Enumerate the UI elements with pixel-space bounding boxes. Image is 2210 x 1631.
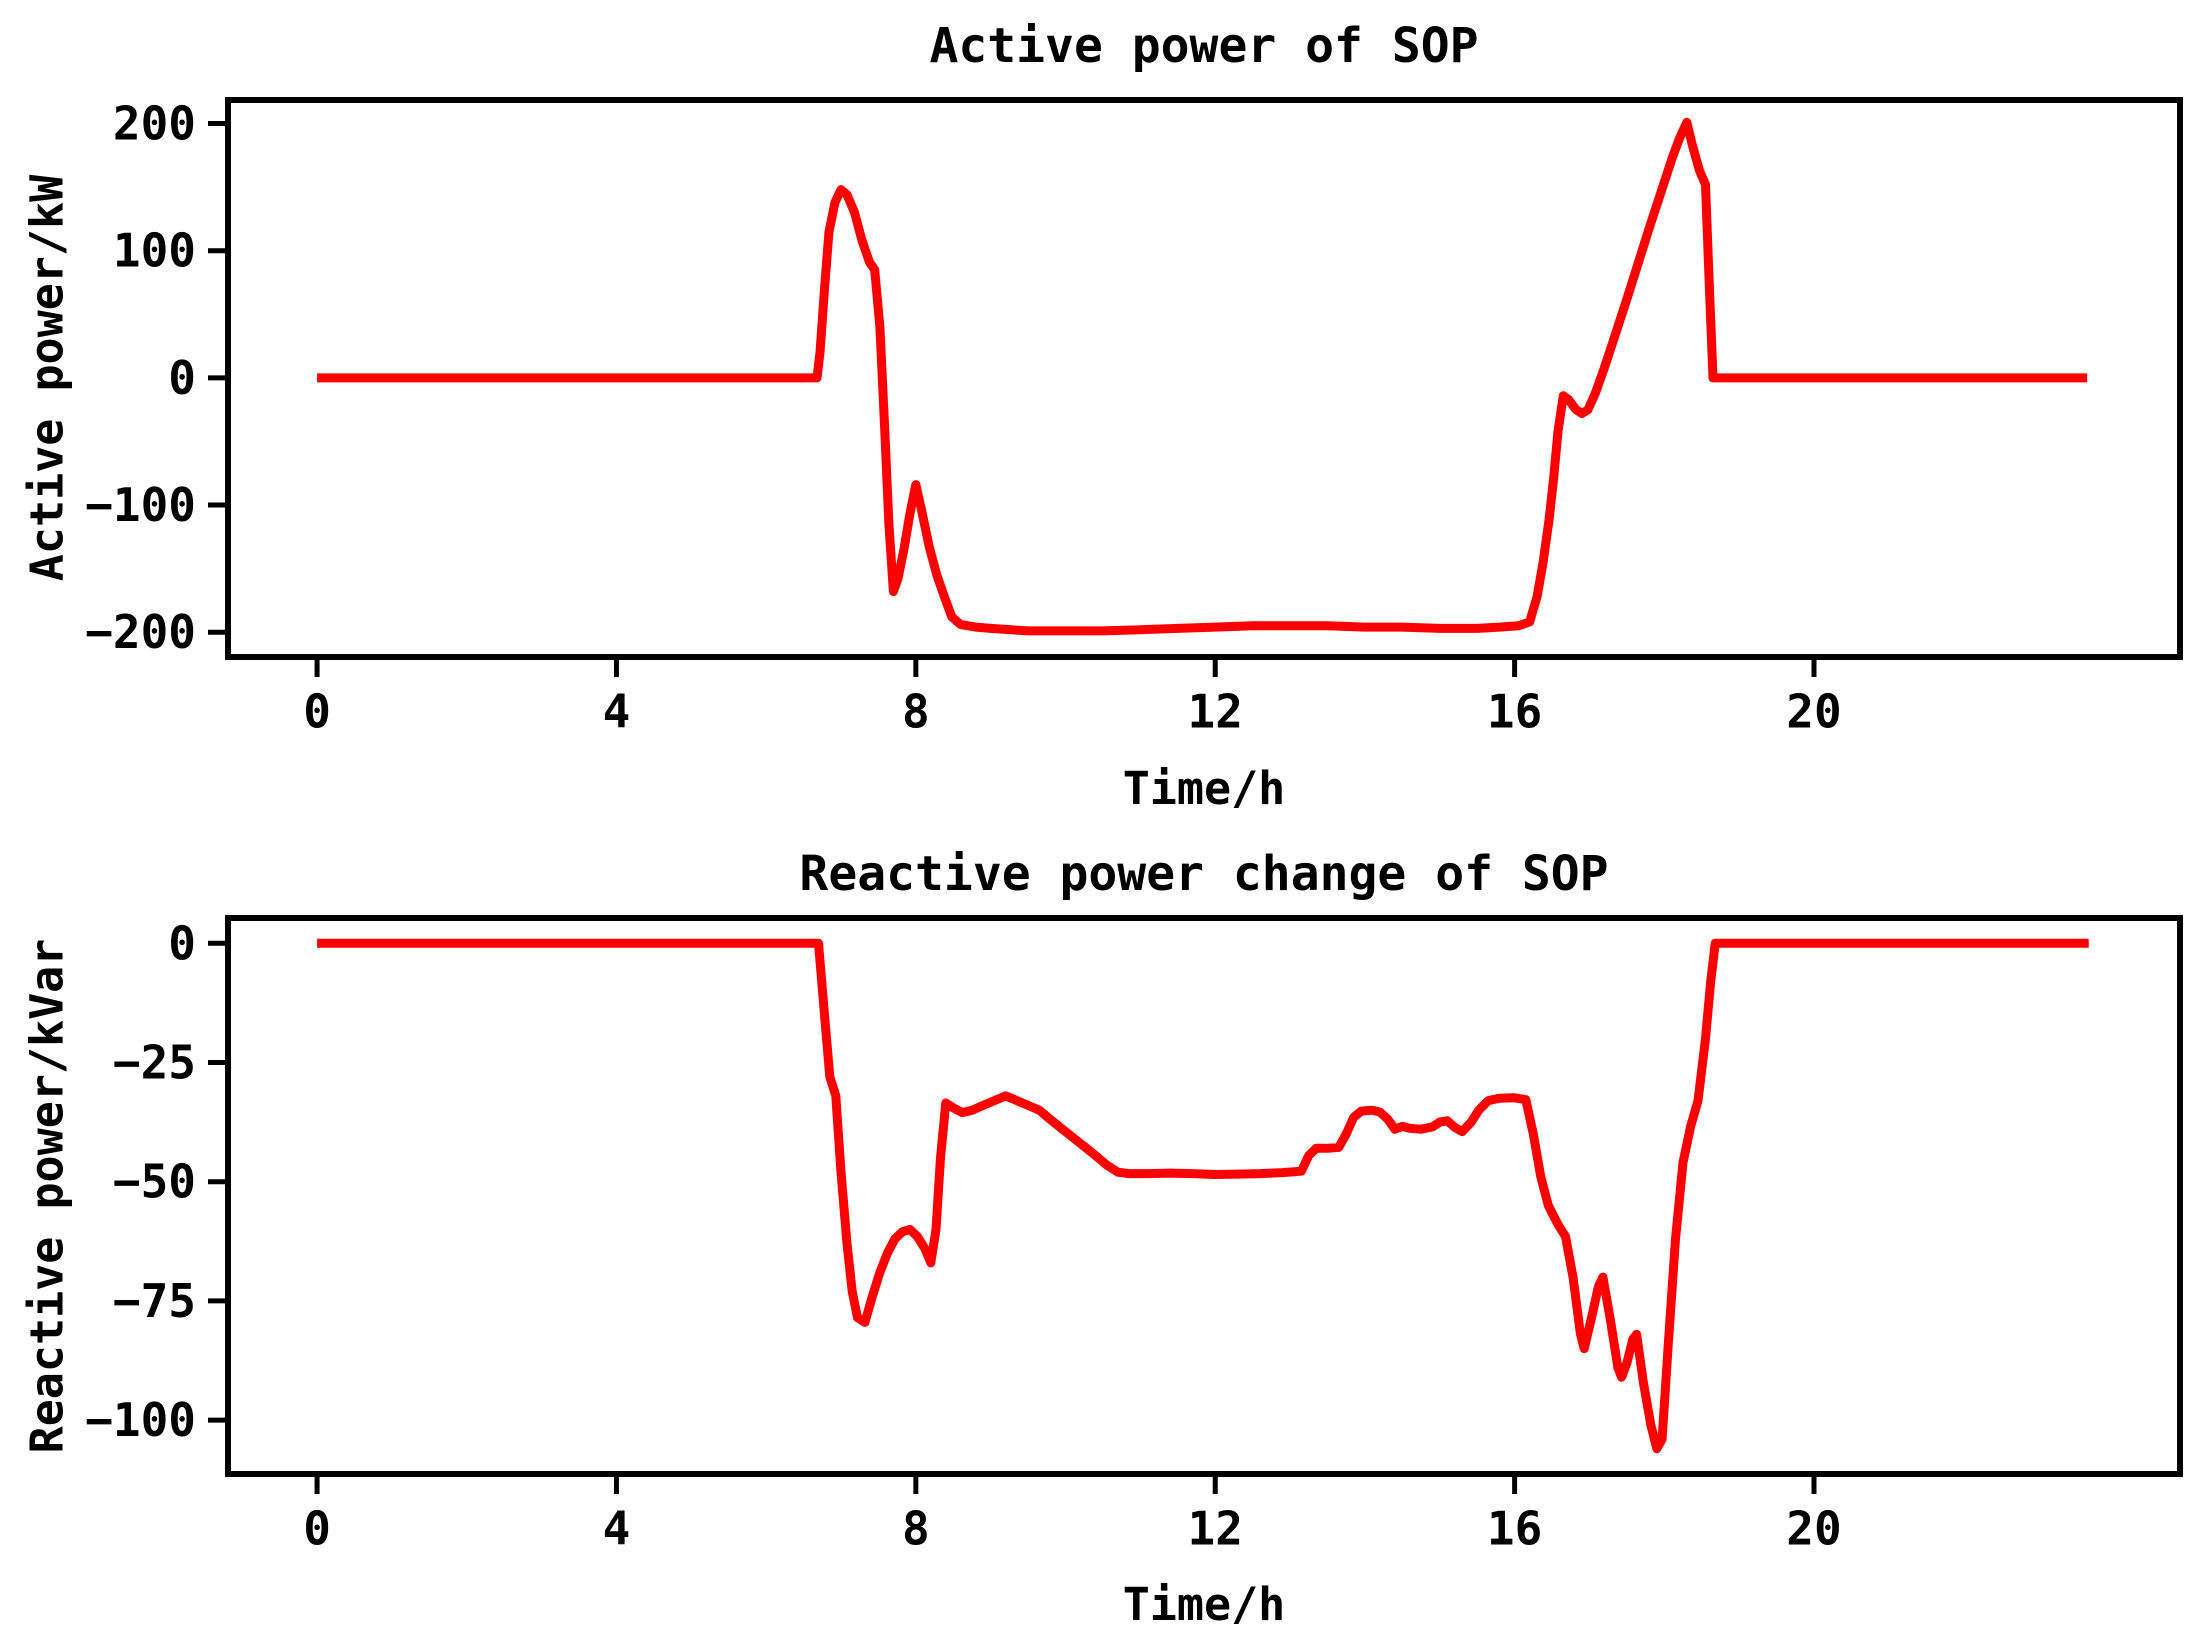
svg-text:16: 16 [1487, 1501, 1542, 1555]
svg-text:0: 0 [303, 684, 331, 738]
svg-text:0: 0 [168, 351, 196, 405]
svg-text:−50: −50 [113, 1155, 196, 1209]
svg-text:12: 12 [1188, 684, 1243, 738]
svg-text:20: 20 [1786, 1501, 1841, 1555]
svg-text:−75: −75 [113, 1274, 196, 1328]
active-power-chart-title: Active power of SOP [929, 18, 1479, 74]
svg-text:8: 8 [902, 684, 930, 738]
svg-text:100: 100 [113, 224, 196, 278]
svg-text:16: 16 [1487, 684, 1542, 738]
reactive-power-y-axis-label: Reactive power/kVar [20, 938, 74, 1454]
active-power-y-axis-label: Active power/kW [20, 174, 74, 582]
svg-text:8: 8 [902, 1501, 930, 1555]
svg-text:4: 4 [603, 1501, 631, 1555]
svg-text:0: 0 [303, 1501, 331, 1555]
svg-text:−25: −25 [113, 1035, 196, 1089]
reactive-power-x-axis-label: Time/h [1122, 1578, 1286, 1631]
svg-text:−100: −100 [85, 1393, 196, 1447]
active-power-x-axis-label: Time/h [1122, 762, 1286, 815]
reactive-power-chart-title: Reactive power change of SOP [799, 846, 1609, 902]
svg-text:−200: −200 [85, 605, 196, 659]
svg-text:20: 20 [1786, 684, 1841, 738]
svg-text:−100: −100 [85, 478, 196, 532]
svg-text:4: 4 [603, 684, 631, 738]
svg-text:200: 200 [113, 97, 196, 151]
svg-text:0: 0 [168, 916, 196, 970]
svg-text:12: 12 [1188, 1501, 1243, 1555]
